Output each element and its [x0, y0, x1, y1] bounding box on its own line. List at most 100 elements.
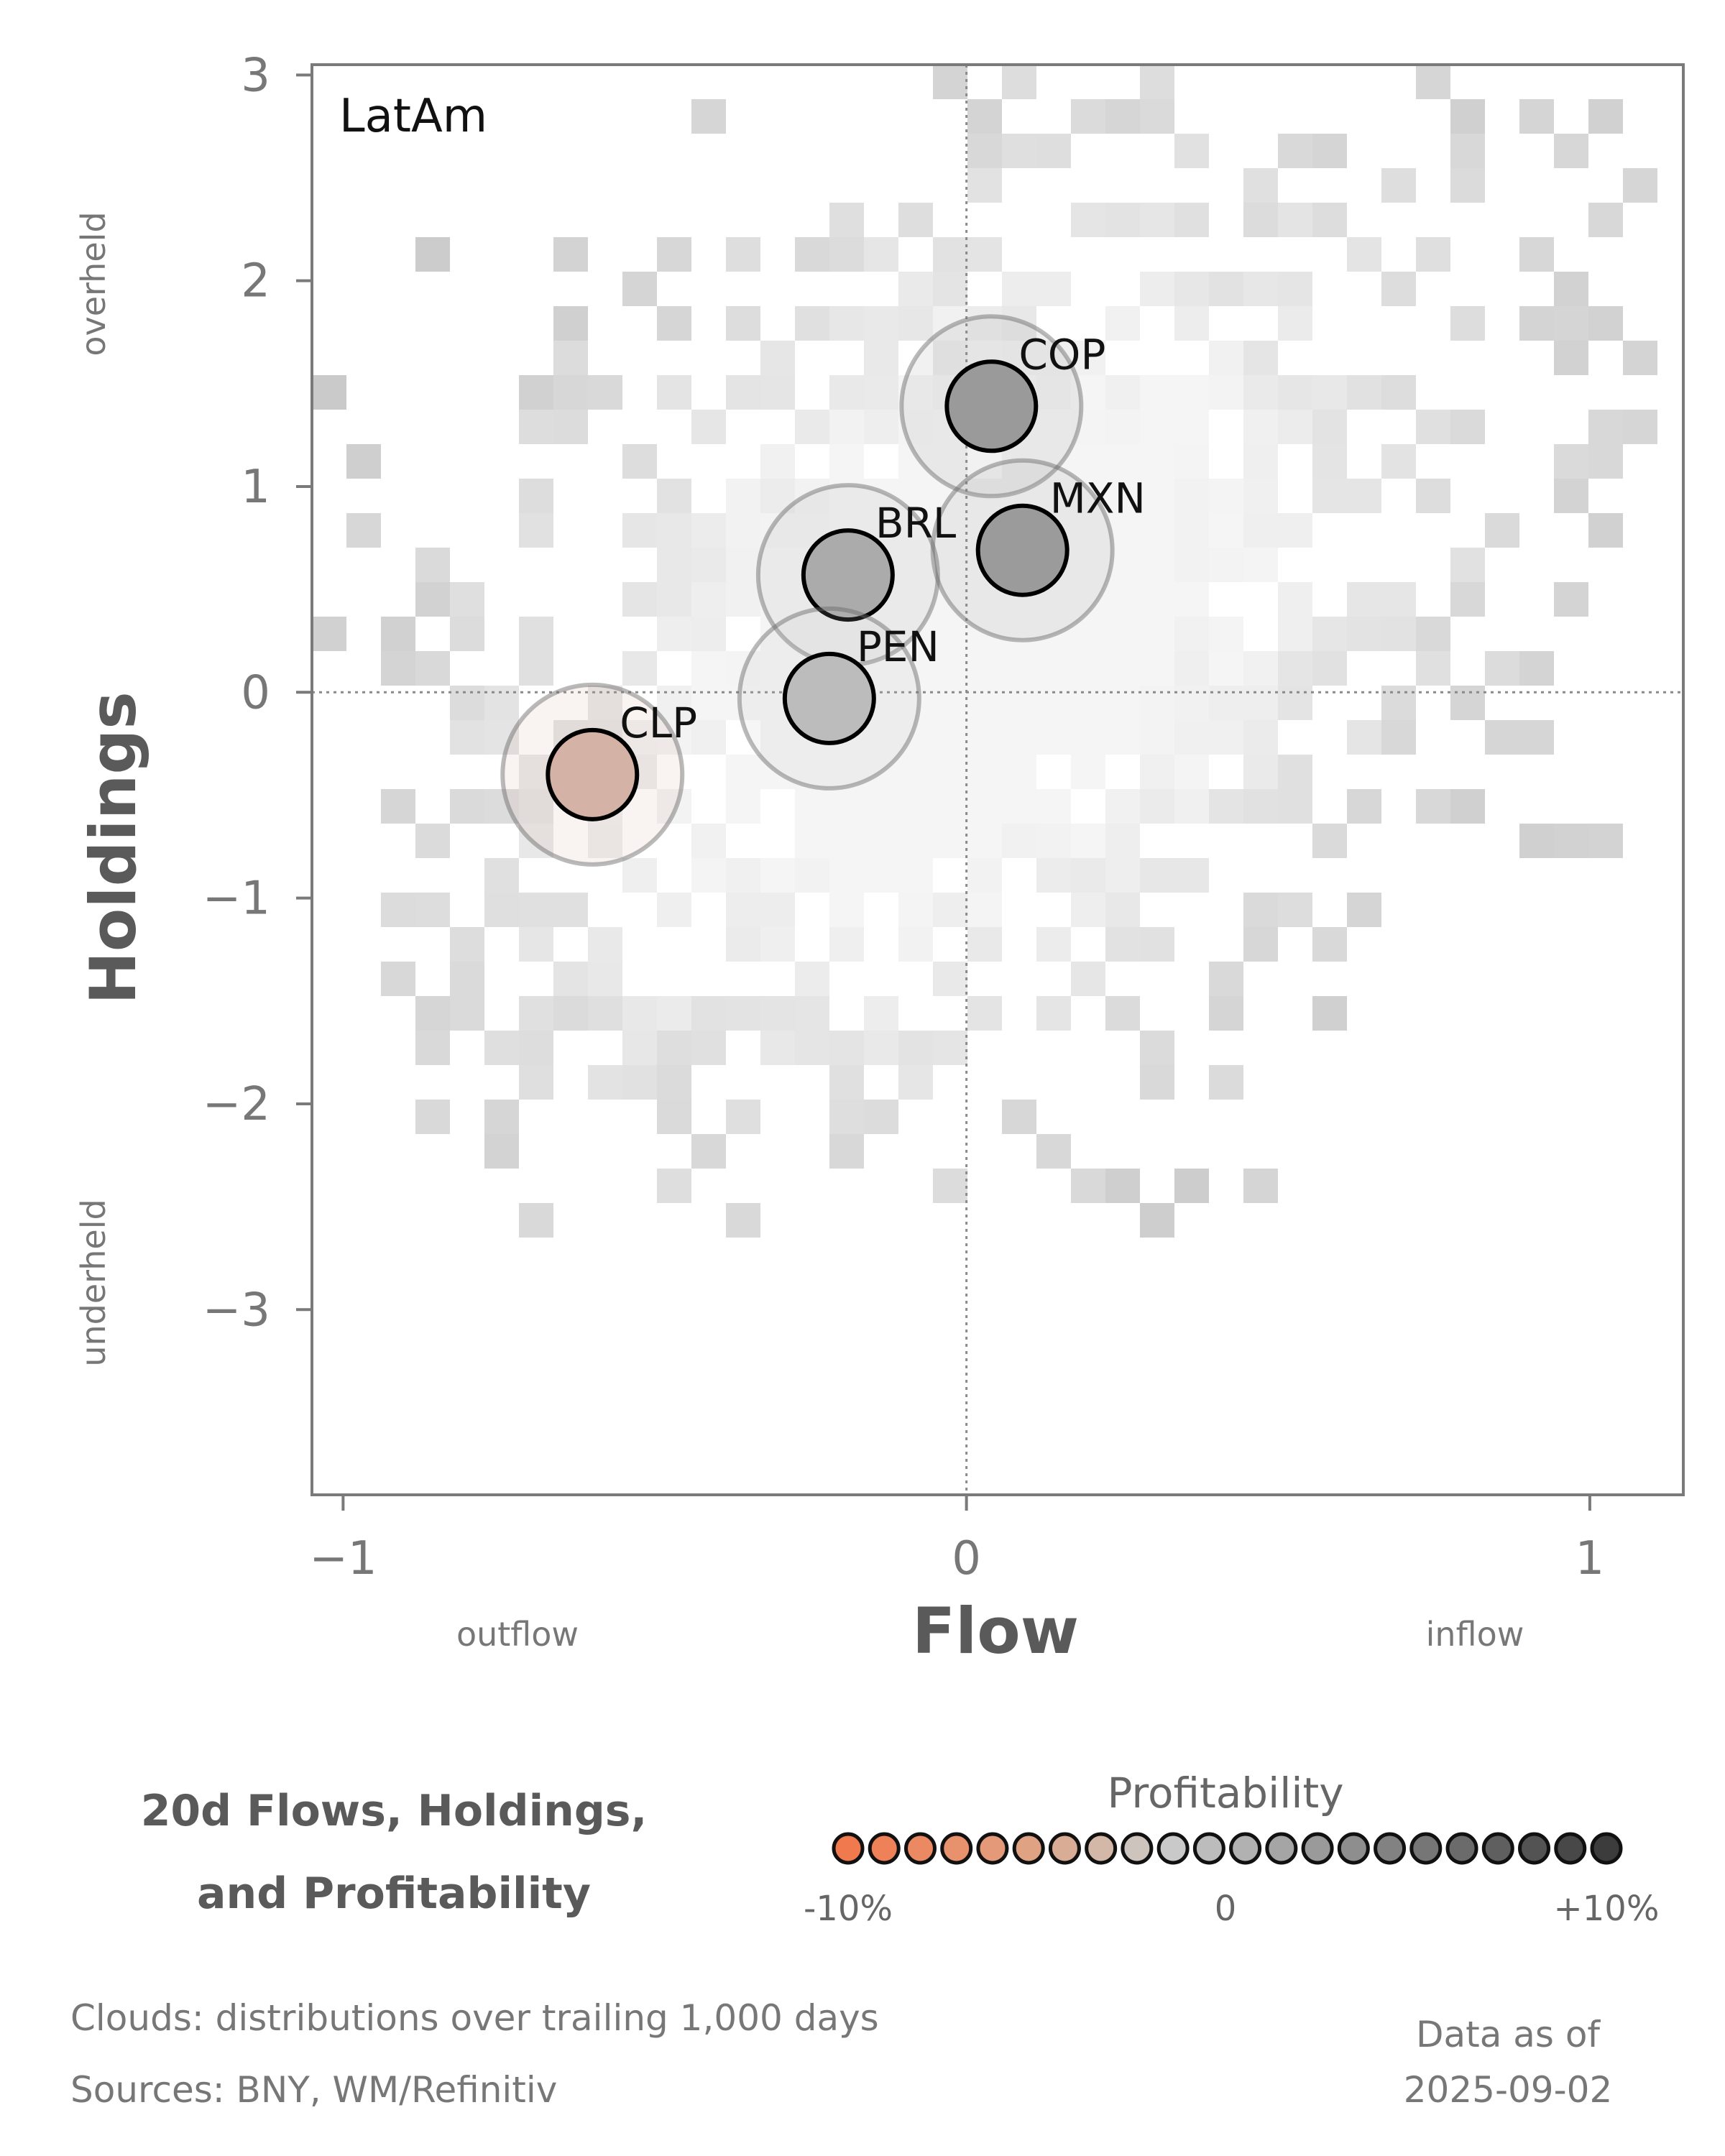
cloud-cell: [795, 479, 829, 513]
cloud-cell: [1416, 479, 1450, 513]
cloud-cell: [1036, 996, 1071, 1031]
cloud-cell: [726, 237, 760, 272]
cloud-cell: [1071, 686, 1105, 720]
cloud-cell: [1140, 686, 1174, 720]
cloud-cell: [795, 824, 829, 858]
cloud-cell: [415, 548, 450, 582]
cloud-cell: [933, 548, 967, 582]
cloud-cell: [864, 789, 898, 824]
cloud-cell: [1243, 686, 1278, 720]
legend-title-line2: and Profitability: [197, 1869, 591, 1919]
cloud-cell: [1036, 858, 1071, 893]
cloud-cell: [726, 893, 760, 927]
cloud-cell: [898, 306, 933, 341]
colorbar-swatch: [1156, 1832, 1190, 1865]
cloud-cell: [1243, 927, 1278, 962]
cloud-cell: [1312, 617, 1347, 651]
y-tick-label: 1: [241, 461, 270, 514]
cloud-cell: [1105, 893, 1140, 927]
cloud-cell: [484, 789, 519, 824]
cloud-cell: [898, 479, 933, 513]
cloud-cell: [1209, 962, 1243, 996]
cloud-cell: [1174, 375, 1209, 410]
cloud-cell: [1278, 306, 1312, 341]
cloud-cell: [829, 824, 864, 858]
cloud-cell: [691, 858, 726, 893]
cloud-cell: [450, 962, 484, 996]
cloud-cell: [1071, 720, 1105, 755]
colorbar-swatch: [940, 1832, 973, 1865]
cloud-cell: [1519, 306, 1554, 341]
cloud-cell: [657, 789, 691, 824]
cloud-cell: [415, 1100, 450, 1134]
cloud-cell: [864, 824, 898, 858]
distribution-cloud: [312, 65, 1657, 1238]
cloud-cell: [1174, 134, 1209, 168]
y-label-underheld: underheld: [74, 1199, 113, 1366]
cloud-cell: [1105, 306, 1140, 341]
cloud-cell: [1209, 341, 1243, 375]
cloud-cell: [760, 548, 795, 582]
colorbar-swatch: [832, 1832, 865, 1865]
cloud-cell: [1209, 996, 1243, 1031]
colorbar-swatch: [1265, 1832, 1298, 1865]
cloud-cell: [381, 651, 415, 686]
y-tick-label: 3: [241, 49, 270, 102]
colorbar-swatch: [1192, 1832, 1225, 1865]
cloud-cell: [1519, 99, 1554, 134]
cloud-cell: [1554, 134, 1588, 168]
cloud-cell: [933, 686, 967, 720]
cloud-cell: [795, 617, 829, 651]
cloud-cell: [691, 1134, 726, 1169]
profitability-colorbar: [832, 1832, 1623, 1865]
cloud-cell: [657, 720, 691, 755]
cloud-cell: [450, 996, 484, 1031]
cloud-cell: [726, 996, 760, 1031]
colorbar-max-label: +10%: [1554, 1889, 1660, 1929]
cloud-cell: [553, 306, 588, 341]
cloud-cell: [1036, 134, 1071, 168]
cloud-cell: [519, 513, 553, 548]
point-label: COP: [1018, 330, 1105, 379]
cloud-cell: [898, 444, 933, 479]
cloud-cell: [1002, 306, 1036, 341]
cloud-cell: [864, 1100, 898, 1134]
cloud-cell: [415, 237, 450, 272]
cloud-cell: [657, 306, 691, 341]
cloud-cell: [1450, 134, 1485, 168]
cloud-cell: [519, 375, 553, 410]
cloud-cell: [898, 824, 933, 858]
cloud-cell: [864, 237, 898, 272]
cloud-cell: [864, 755, 898, 789]
cloud-cell: [1105, 410, 1140, 444]
cloud-cell: [1140, 755, 1174, 789]
cloud-cell: [1347, 375, 1381, 410]
cloud-cell: [1105, 479, 1140, 513]
cloud-cell: [1071, 203, 1105, 237]
cloud-cell: [1554, 341, 1588, 375]
cloud-cell: [1381, 168, 1416, 203]
cloud-cell: [519, 410, 553, 444]
cloud-cell: [829, 927, 864, 962]
cloud-cell: [691, 824, 726, 858]
cloud-cell: [657, 1100, 691, 1134]
cloud-cell: [1278, 134, 1312, 168]
cloud-cell: [933, 65, 967, 99]
cloud-cell: [864, 341, 898, 375]
cloud-cell: [760, 893, 795, 927]
cloud-cell: [726, 651, 760, 686]
cloud-cell: [381, 617, 415, 651]
cloud-cell: [657, 1031, 691, 1065]
cloud-cell: [967, 686, 1002, 720]
cloud-cell: [519, 996, 553, 1031]
cloud-cell: [1416, 789, 1450, 824]
cloud-cell: [1140, 444, 1174, 479]
cloud-cell: [553, 341, 588, 375]
cloud-cell: [1278, 272, 1312, 306]
cloud-cell: [1243, 479, 1278, 513]
cloud-cell: [864, 1031, 898, 1065]
cloud-cell: [1278, 686, 1312, 720]
cloud-cell: [967, 755, 1002, 789]
point-marker: [782, 651, 876, 745]
cloud-cell: [381, 789, 415, 824]
